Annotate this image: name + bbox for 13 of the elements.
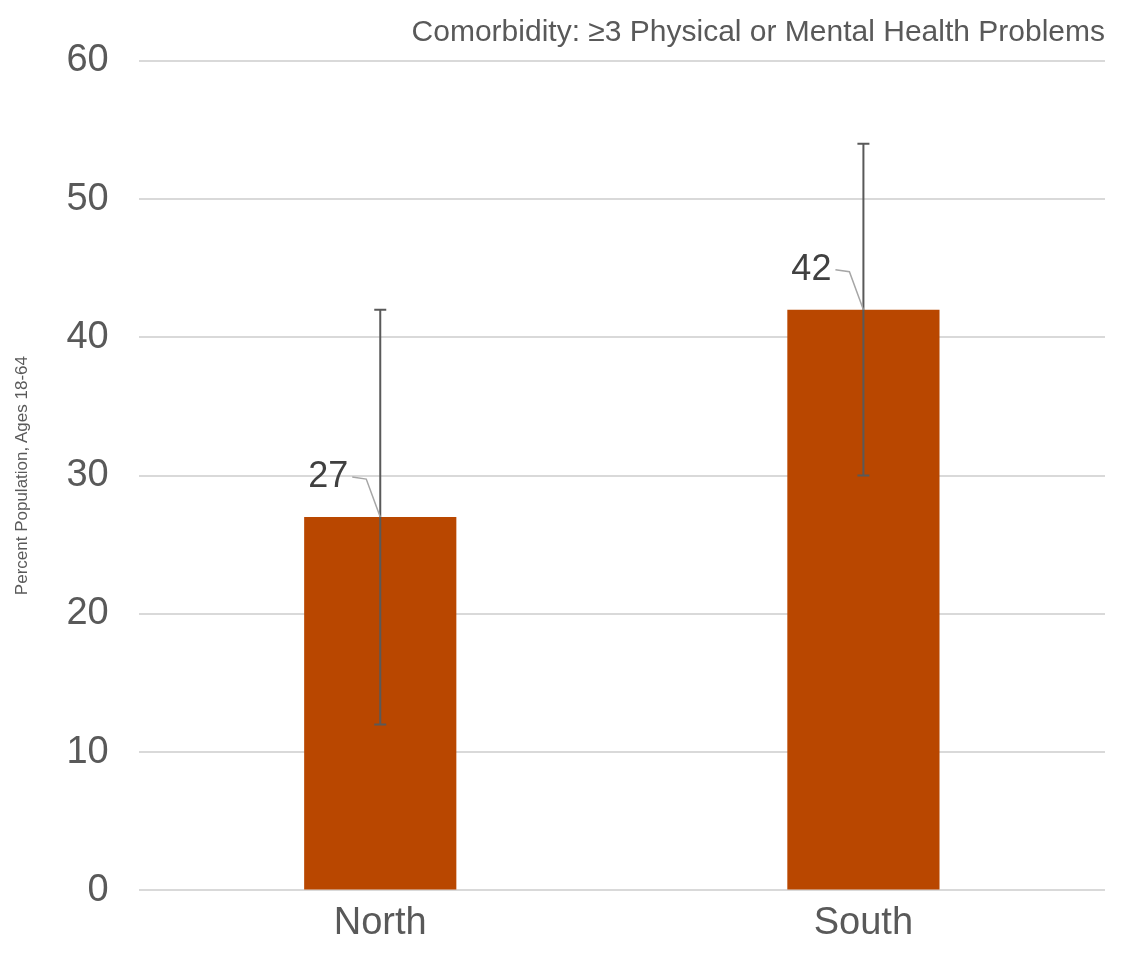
y-tick-label: 30 bbox=[66, 452, 109, 495]
chart-title: Comorbidity: ≥3 Physical or Mental Health Problems bbox=[411, 14, 1105, 48]
y-axis-title: Percent Population, Ages 18-64 bbox=[11, 356, 31, 596]
y-tick-label: 0 bbox=[87, 866, 109, 909]
y-tick-label: 10 bbox=[66, 728, 109, 771]
x-tick-label: North bbox=[333, 899, 427, 942]
y-tick-label: 40 bbox=[66, 313, 109, 356]
y-tick-label: 60 bbox=[66, 37, 109, 80]
data-label: 27 bbox=[308, 454, 349, 495]
y-tick-label: 20 bbox=[66, 590, 109, 633]
data-label: 42 bbox=[791, 246, 832, 288]
x-tick-label: South bbox=[813, 899, 914, 942]
y-tick-label: 50 bbox=[66, 175, 109, 218]
